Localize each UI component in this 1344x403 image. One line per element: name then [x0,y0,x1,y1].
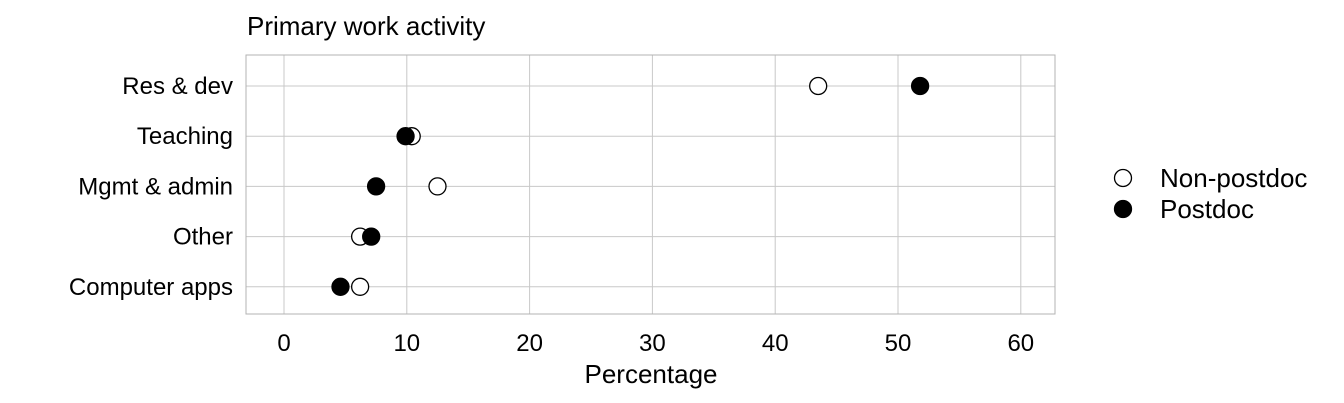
legend-label: Non-postdoc [1160,163,1307,193]
grid-lines [246,55,1055,314]
postdoc-point [396,127,415,146]
data-points [331,76,930,296]
chart-title: Primary work activity [247,11,485,41]
non-postdoc-point [350,277,370,296]
non-postdoc-point [428,177,447,196]
x-tick-label: 20 [516,330,543,357]
y-tick-label: Res & dev [122,73,233,100]
legend-marker [1113,168,1133,188]
legend-label: Postdoc [1160,194,1254,224]
legend-marker [1113,199,1133,219]
x-tick-label: 0 [277,330,290,357]
x-tick-label: 10 [393,330,420,357]
y-axis-labels: Res & dev Teaching Mgmt & admin Other Comput… [69,73,233,301]
x-axis-title: Percentage [585,359,718,389]
y-tick-label: Mgmt & admin [78,173,233,200]
y-tick-label: Other [173,224,233,251]
x-axis-labels: 0 10 20 30 40 50 60 [277,330,1034,357]
postdoc-point [331,277,350,296]
plot-panel [245,54,1056,315]
x-tick-label: 40 [762,330,789,357]
x-tick-label: 60 [1007,330,1034,357]
postdoc-point [362,227,381,246]
x-tick-label: 50 [885,330,912,357]
postdoc-point [910,76,930,96]
postdoc-point [366,177,386,196]
x-tick-label: 30 [639,330,666,357]
non-postdoc-point [809,76,828,96]
y-tick-label: Computer apps [69,274,233,301]
y-tick-label: Teaching [137,123,233,150]
